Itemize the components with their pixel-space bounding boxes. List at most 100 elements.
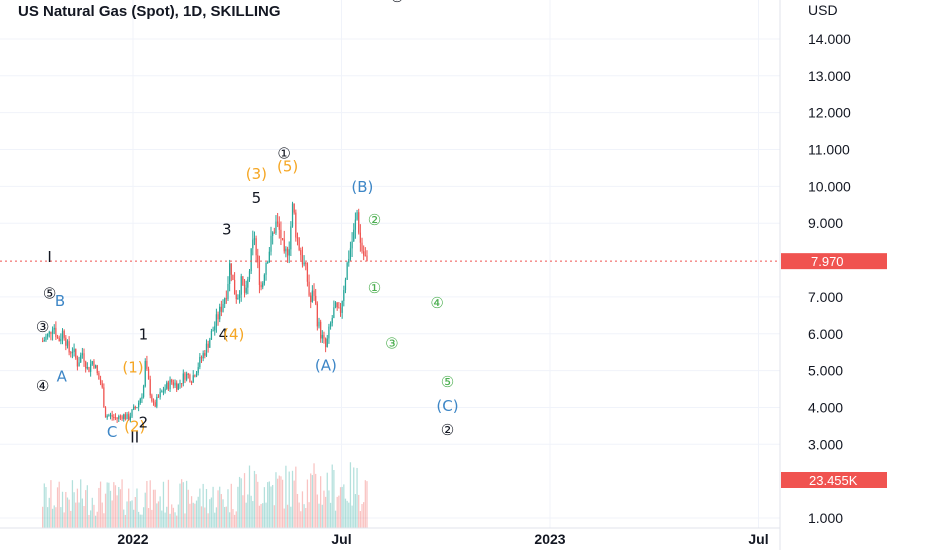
candle-body bbox=[334, 302, 337, 308]
volume-bar bbox=[169, 513, 171, 528]
volume-bar bbox=[298, 502, 300, 528]
candle-body bbox=[103, 387, 105, 408]
candle-body bbox=[147, 368, 150, 380]
price-tick-label: 7.000 bbox=[808, 289, 843, 305]
candle-body bbox=[257, 255, 259, 263]
volume-bar bbox=[224, 506, 226, 528]
wave-label: 1 bbox=[139, 325, 149, 343]
candle-body bbox=[111, 414, 113, 418]
candle-body bbox=[93, 361, 95, 368]
time-axis[interactable]: 2022 Jul 2023 Jul bbox=[117, 531, 768, 547]
candle-body bbox=[247, 279, 249, 288]
volume-bar bbox=[136, 488, 138, 528]
candle-body bbox=[214, 326, 216, 331]
candle-body bbox=[61, 330, 64, 340]
volume-bar bbox=[185, 480, 188, 528]
volume-bar bbox=[167, 479, 170, 528]
candle-body bbox=[280, 229, 282, 239]
candle-body bbox=[308, 281, 310, 296]
volume-bar bbox=[182, 482, 184, 528]
volume-bar bbox=[366, 481, 368, 528]
volume-bar bbox=[83, 506, 85, 528]
candle-body bbox=[76, 357, 79, 367]
candle-body bbox=[179, 383, 181, 385]
volume-bar bbox=[50, 480, 52, 528]
wave-label: (4) bbox=[223, 325, 244, 343]
candle-body bbox=[171, 379, 173, 383]
candle-body bbox=[303, 262, 305, 265]
candle-body bbox=[51, 329, 54, 334]
candle-body bbox=[270, 235, 272, 252]
price-tick-label: 5.000 bbox=[808, 363, 843, 379]
candle-body bbox=[123, 414, 125, 419]
volume-bar bbox=[296, 493, 299, 528]
chart-title: US Natural Gas (Spot), 1D, SKILLING bbox=[18, 3, 281, 20]
candle-body bbox=[141, 396, 143, 399]
candle-body bbox=[293, 203, 295, 213]
candle-body bbox=[167, 382, 170, 390]
candle-body bbox=[104, 407, 107, 418]
candle-body bbox=[283, 239, 285, 252]
candle-body bbox=[242, 276, 244, 285]
volume-bar bbox=[90, 510, 92, 528]
volume-bar bbox=[116, 495, 118, 528]
volume-bar bbox=[85, 490, 87, 528]
volume-bar bbox=[101, 502, 103, 528]
price-axis[interactable]: 14.000 13.000 12.000 11.000 10.000 9.000 7.000… bbox=[808, 31, 851, 526]
volume-bar bbox=[257, 481, 259, 528]
volume-bar bbox=[265, 502, 267, 528]
volume-bar bbox=[134, 497, 136, 528]
volume-bar bbox=[162, 481, 165, 528]
candle-body bbox=[86, 367, 88, 369]
candle-body bbox=[162, 391, 165, 393]
volume-bar bbox=[356, 467, 358, 528]
volume-bar bbox=[51, 508, 54, 528]
candle-body bbox=[255, 238, 257, 256]
volume-bar bbox=[156, 503, 158, 528]
volume-bar bbox=[154, 489, 156, 528]
volume-bar bbox=[267, 482, 269, 528]
volume-bar bbox=[209, 499, 211, 528]
volume-bar bbox=[295, 466, 297, 528]
candle-body bbox=[91, 361, 93, 365]
volume-bar bbox=[349, 462, 352, 528]
candle-body bbox=[227, 283, 229, 299]
wave-label: ④ bbox=[430, 294, 443, 312]
candle-body bbox=[278, 223, 280, 230]
volume-bar bbox=[164, 512, 166, 528]
candle-body bbox=[106, 415, 108, 418]
candle-body bbox=[210, 331, 213, 340]
volume-bar bbox=[68, 499, 70, 528]
volume-bar bbox=[247, 494, 249, 528]
candle-body bbox=[157, 396, 160, 398]
candle-body bbox=[273, 232, 275, 234]
wave-label: ⑤ bbox=[441, 373, 454, 391]
volume-bar bbox=[346, 500, 348, 528]
volume-bar bbox=[210, 497, 213, 528]
price-tick-label: 12.000 bbox=[808, 105, 851, 121]
volume-bar bbox=[55, 507, 57, 528]
wave-label: (1) bbox=[122, 358, 143, 376]
volume-bar bbox=[339, 487, 342, 528]
candle-body bbox=[222, 303, 224, 312]
volume-bar bbox=[70, 510, 72, 528]
volume-bar bbox=[263, 487, 266, 528]
volume-bar bbox=[229, 512, 231, 528]
volume-bar bbox=[111, 500, 113, 528]
candle-body bbox=[265, 263, 267, 275]
volume-bar bbox=[172, 507, 175, 528]
volume-bar bbox=[225, 506, 227, 528]
volume-bar bbox=[318, 503, 320, 528]
volume-bar bbox=[237, 486, 239, 528]
volume-bar bbox=[358, 494, 360, 528]
candle-body bbox=[121, 416, 123, 419]
candle-body bbox=[65, 337, 67, 346]
candle-body bbox=[336, 302, 338, 308]
currency-label: USD bbox=[808, 2, 838, 18]
volume-bar bbox=[171, 504, 173, 528]
wave-label: II bbox=[130, 428, 139, 446]
candle-body bbox=[189, 374, 191, 383]
wave-label: ② bbox=[368, 211, 381, 229]
candle-body bbox=[202, 353, 204, 359]
